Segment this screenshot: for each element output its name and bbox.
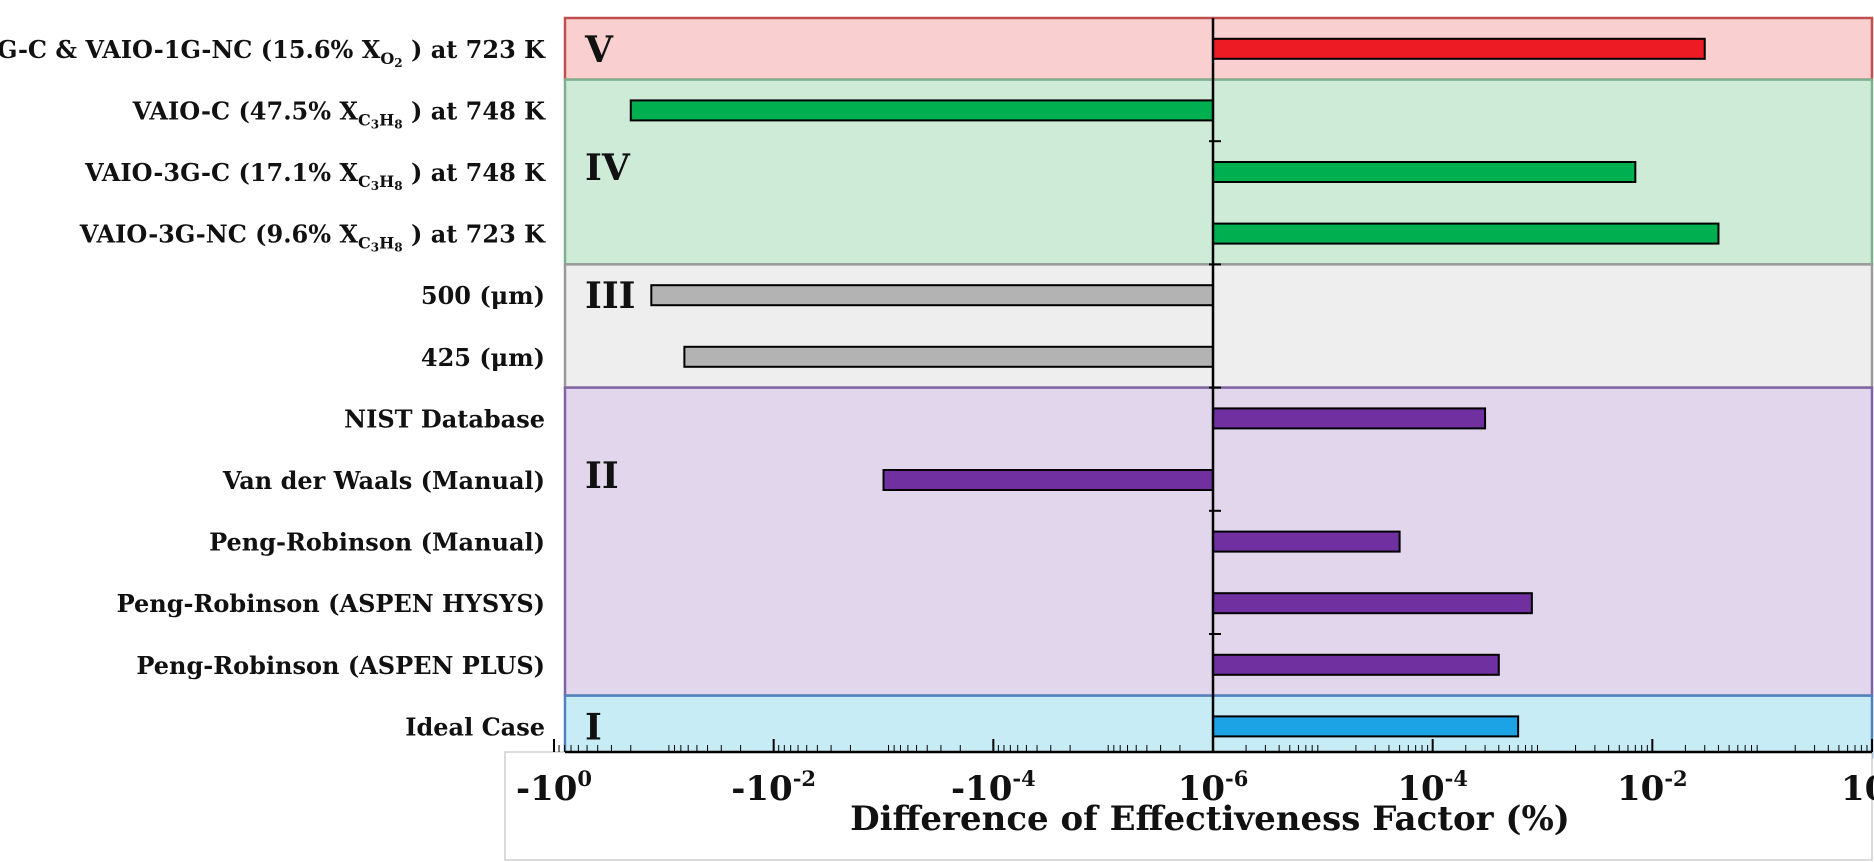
category-label-4: 500 (μm) xyxy=(421,281,545,310)
x-tick-label-5: 10-2 xyxy=(1617,766,1688,809)
category-label-10: Peng-Robinson (ASPEN PLUS) xyxy=(136,651,545,680)
x-tick-label-1: -10-2 xyxy=(731,766,816,809)
bar-6 xyxy=(1212,407,1487,430)
bar-5 xyxy=(683,345,1214,368)
category-label-11: Ideal Case xyxy=(405,712,545,741)
category-label-3: VAIO-3G-NC (9.6% XC3H8 ) at 723 K xyxy=(79,220,546,255)
category-label-6: NIST Database xyxy=(344,404,545,433)
x-tick-label-0: -100 xyxy=(516,766,592,809)
bar-0 xyxy=(1212,37,1706,60)
bar-3 xyxy=(1212,222,1720,245)
bar-4 xyxy=(650,284,1214,307)
category-label-5: 425 (μm) xyxy=(421,343,545,372)
category-label-7: Van der Waals (Manual) xyxy=(222,466,545,495)
category-labels: VAIO-1G-C & VAIO-1G-NC (15.6% XO2 ) at 7… xyxy=(0,35,546,742)
category-label-8: Peng-Robinson (Manual) xyxy=(209,528,545,557)
x-tick-label-2: -10-4 xyxy=(951,766,1036,809)
category-label-1: VAIO-C (47.5% XC3H8 ) at 748 K xyxy=(132,96,546,131)
bar-8 xyxy=(1212,530,1401,553)
x-axis: -100 -10-2 -10-4 10-6 10-4 10-2 100 xyxy=(504,18,1874,861)
x-tick-label-6: 100 xyxy=(1841,766,1874,809)
bar-11 xyxy=(1212,715,1520,738)
x-axis-title: Difference of Effectiveness Factor (%) xyxy=(850,799,1570,839)
category-label-2: VAIO-3G-C (17.1% XC3H8 ) at 748 K xyxy=(84,158,546,193)
region-label-ii: II xyxy=(585,455,619,497)
bar-10 xyxy=(1212,653,1500,676)
bar-2 xyxy=(1212,161,1637,183)
x-axis-frame xyxy=(504,751,1873,861)
region-label-i: I xyxy=(585,706,602,748)
region-label-v: V xyxy=(584,29,614,71)
bar-9 xyxy=(1212,592,1533,615)
bar-7 xyxy=(882,469,1214,491)
category-label-9: Peng-Robinson (ASPEN HYSYS) xyxy=(117,589,545,618)
region-label-iii: III xyxy=(585,275,636,317)
category-label-0: VAIO-1G-C & VAIO-1G-NC (15.6% XO2 ) at 7… xyxy=(0,35,546,70)
x-tick-label-3: 10-6 xyxy=(1178,766,1249,809)
bar-1 xyxy=(629,99,1214,122)
region-label-iv: IV xyxy=(585,147,631,189)
region-iii-band xyxy=(563,263,1874,389)
bars-layer xyxy=(629,37,1720,738)
x-tick-label-4: 10-4 xyxy=(1397,766,1468,809)
